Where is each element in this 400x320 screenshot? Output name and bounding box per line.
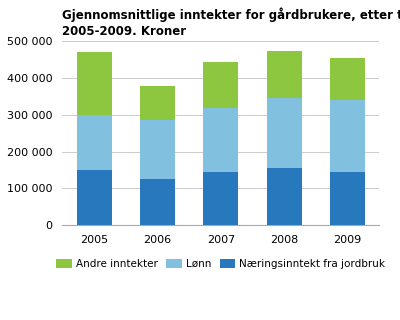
Text: Gjennomsnittlige inntekter for gårdbrukere, etter type inntekt.
2005-2009. Krone: Gjennomsnittlige inntekter for gårdbruke… [62,7,400,37]
Bar [330,100,365,172]
Bar [140,85,175,121]
Bar [267,168,302,225]
Bar [77,52,112,115]
Bar [203,108,238,172]
Bar [77,115,112,170]
Bar [77,170,112,225]
Legend: Andre inntekter, Lønn, Næringsinntekt fra jordbruk: Andre inntekter, Lønn, Næringsinntekt fr… [52,254,390,273]
Bar [267,99,302,168]
Bar [330,172,365,225]
Bar [203,172,238,225]
Bar [267,51,302,99]
Bar [203,62,238,108]
Bar [140,179,175,225]
Bar [330,58,365,100]
Bar [140,121,175,179]
